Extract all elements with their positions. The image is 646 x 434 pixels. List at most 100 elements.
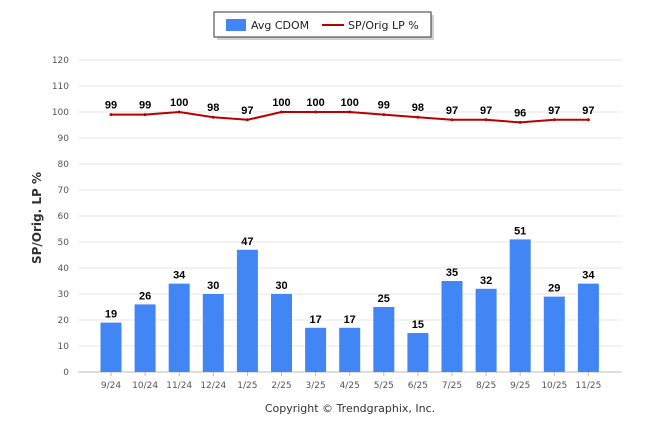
bar (475, 288, 497, 372)
line-point (280, 110, 283, 114)
line-point (518, 120, 522, 124)
bar-data-label: 35 (446, 267, 458, 279)
x-tick-label: 11/25 (575, 381, 601, 391)
legend-swatch-bar (226, 19, 246, 31)
line-data-label: 96 (514, 107, 526, 119)
line-point (211, 115, 215, 119)
bar-data-label: 30 (275, 280, 287, 292)
bar-data-label: 47 (241, 236, 253, 248)
bar (509, 239, 531, 372)
bar (168, 283, 190, 372)
line-point (314, 110, 318, 114)
legend-label-bar: Avg CDOM (251, 19, 309, 32)
x-tick-label: 9/25 (510, 381, 530, 391)
line-point (348, 110, 352, 114)
line-point (143, 113, 147, 117)
bar-data-label: 19 (105, 309, 117, 321)
x-axis-ticks: 9/24 10/24 11/24 12/24 1/25 2/25 3/25 4/25 5/25 6… (101, 372, 601, 391)
y-tick-label: 90 (58, 134, 70, 144)
bar-data-label: 34 (582, 270, 595, 282)
x-tick-label: 10/25 (541, 381, 567, 391)
bar-data-label: 34 (173, 270, 186, 282)
x-tick-label: 4/25 (340, 381, 360, 391)
bar (100, 322, 122, 372)
y-tick-label: 10 (58, 342, 70, 352)
bar (373, 307, 395, 372)
bar (202, 294, 224, 372)
line-data-label: 100 (170, 97, 188, 109)
bar-data-label: 51 (514, 225, 526, 237)
bar (407, 333, 429, 372)
line-point (450, 118, 454, 122)
y-tick-label: 30 (58, 290, 70, 300)
line-data-label: 99 (105, 100, 117, 112)
line-point (416, 115, 420, 119)
line-point (109, 113, 113, 117)
x-tick-label: 6/25 (408, 381, 428, 391)
bar (441, 281, 463, 372)
line-data-label: 99 (378, 100, 390, 112)
line-data-label: 100 (272, 97, 290, 109)
y-tick-label: 100 (52, 108, 69, 118)
x-tick-label: 8/25 (476, 381, 496, 391)
x-tick-label: 10/24 (132, 381, 158, 391)
line-data-label: 97 (548, 105, 560, 117)
legend: Avg CDOM SP/Orig LP % (213, 11, 434, 40)
line-data-label: 98 (207, 102, 219, 114)
copyright-text: Copyright © Trendgraphix, Inc. (265, 402, 435, 415)
y-tick-label: 50 (58, 238, 70, 248)
bar (305, 327, 327, 372)
line-point (245, 118, 249, 122)
line-point (484, 118, 488, 122)
line-point (586, 118, 590, 122)
x-tick-label: 2/25 (271, 381, 291, 391)
legend-label-line: SP/Orig LP % (348, 19, 419, 32)
line-data-label: 97 (241, 105, 253, 117)
bar (543, 296, 565, 372)
y-tick-label: 60 (58, 212, 70, 222)
bar-data-label: 15 (412, 319, 424, 331)
line-data-label: 98 (412, 102, 424, 114)
y-tick-label: 110 (52, 82, 69, 92)
y-tick-label: 20 (58, 316, 70, 326)
x-tick-label: 3/25 (305, 381, 325, 391)
line-data-label: 99 (139, 100, 151, 112)
line-point (177, 110, 181, 114)
line-data-label: 97 (480, 105, 492, 117)
bar-data-label: 30 (207, 280, 219, 292)
bar-data-label: 29 (548, 283, 560, 295)
line-data-label: 100 (306, 97, 324, 109)
line-data-label: 97 (446, 105, 458, 117)
line-point (382, 113, 386, 117)
bar-series: 19 26 34 30 47 30 17 17 25 15 35 32 51 29 34 (100, 225, 599, 372)
bar-data-label: 17 (344, 314, 356, 326)
bar-data-label: 32 (480, 275, 492, 287)
bar-data-label: 26 (139, 290, 151, 302)
line-point (552, 118, 556, 122)
bar-data-label: 17 (309, 314, 321, 326)
y-tick-label: 120 (52, 56, 69, 66)
bar (577, 283, 599, 372)
line-data-label: 100 (341, 97, 359, 109)
bar (339, 327, 361, 372)
x-tick-label: 11/24 (166, 381, 192, 391)
y-tick-label: 70 (58, 186, 70, 196)
bar-data-label: 25 (378, 293, 390, 305)
bar (236, 249, 258, 372)
y-axis-ticks: 0 10 20 30 40 50 60 70 80 90 100 110 120 (52, 56, 69, 378)
gridlines (78, 59, 622, 373)
y-tick-label: 0 (63, 368, 69, 378)
x-tick-label: 9/24 (101, 381, 121, 391)
bar (271, 294, 292, 372)
x-tick-label: 7/25 (442, 381, 462, 391)
x-tick-label: 1/25 (237, 381, 257, 391)
y-tick-label: 40 (58, 264, 70, 274)
bar (134, 304, 156, 372)
line-series: 99 99 100 98 97 100 100 100 99 98 97 97 96 97 97 (105, 97, 595, 124)
x-tick-label: 5/25 (374, 381, 394, 391)
x-tick-label: 12/24 (200, 381, 226, 391)
line-data-label: 97 (582, 105, 594, 117)
y-tick-label: 80 (58, 160, 70, 170)
y-axis-label: SP/Orig. LP % (30, 172, 44, 264)
